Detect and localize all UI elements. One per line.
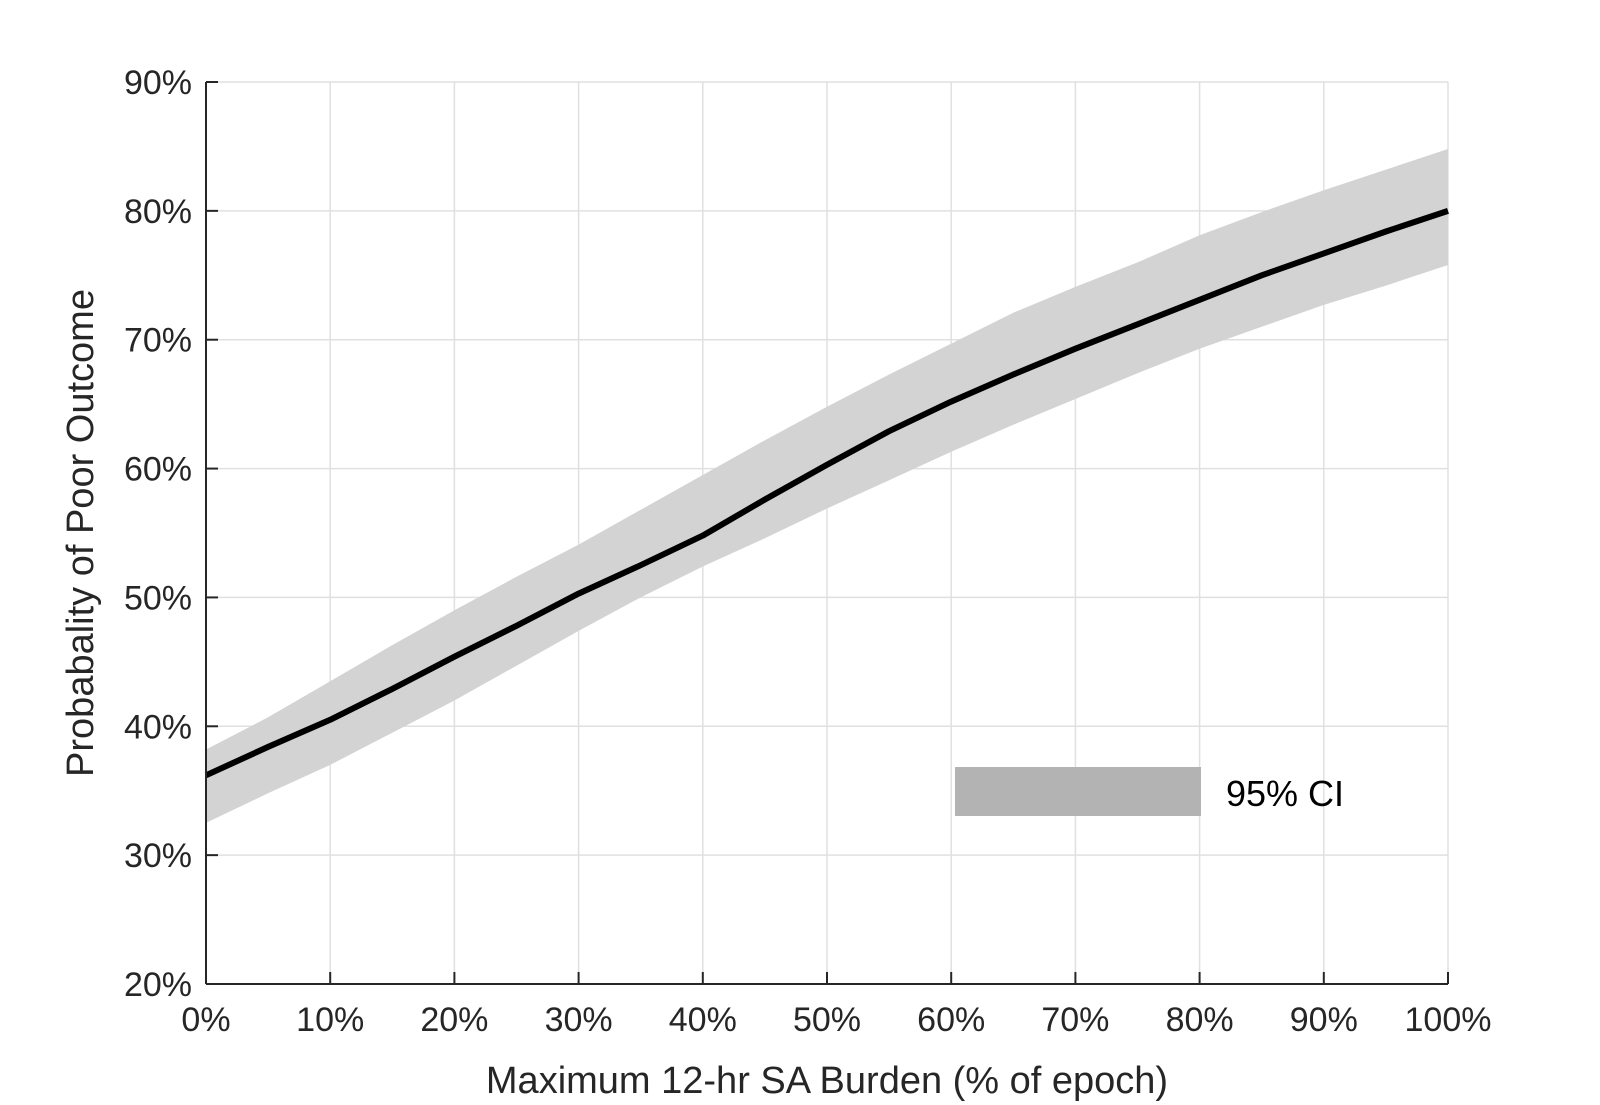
x-tick-label: 60% [917,1001,985,1039]
y-tick-label: 40% [124,708,192,746]
x-tick-label: 10% [296,1001,364,1039]
legend-swatch [955,767,1201,816]
x-tick-label: 50% [793,1001,861,1039]
y-tick-label: 50% [124,579,192,617]
y-tick-label: 80% [124,193,192,231]
y-axis-ticks: 20% 30% 40% 50% 60% 70% 80% 90% [124,64,218,1004]
x-tick-label: 40% [669,1001,737,1039]
x-tick-label: 20% [420,1001,488,1039]
y-tick-label: 70% [124,322,192,360]
ci-band [206,149,1448,823]
y-tick-label: 20% [124,966,192,1004]
x-tick-label: 100% [1405,1001,1492,1039]
mean-line [204,208,1449,779]
x-tick-label: 80% [1166,1001,1234,1039]
x-axis-label: Maximum 12-hr SA Burden (% of epoch) [486,1060,1168,1102]
x-tick-label: 90% [1290,1001,1358,1039]
y-tick-label: 30% [124,837,192,875]
x-tick-label: 30% [545,1001,613,1039]
y-axis-label: Probabality of Poor Outcome [60,289,102,777]
legend-label: 95% CI [1226,773,1344,814]
x-axis-ticks: 0% 10% 20% 30% 40% 50% 60% 70% 80% 90% 100% [181,972,1491,1039]
legend: 95% CI [955,767,1344,816]
y-tick-label: 90% [124,64,192,102]
y-tick-label: 60% [124,451,192,489]
x-tick-label: 0% [181,1001,230,1039]
x-tick-label: 70% [1041,1001,1109,1039]
